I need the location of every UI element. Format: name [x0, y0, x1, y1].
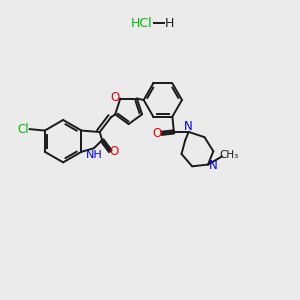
Text: H: H — [164, 17, 174, 30]
Text: HCl: HCl — [130, 17, 152, 30]
Text: O: O — [110, 91, 120, 103]
Text: N: N — [209, 159, 218, 172]
Text: O: O — [110, 146, 119, 158]
Text: N: N — [184, 120, 193, 134]
Text: CH₃: CH₃ — [219, 150, 238, 160]
Text: Cl: Cl — [17, 123, 29, 136]
Text: NH: NH — [86, 150, 103, 160]
Text: O: O — [152, 127, 162, 140]
